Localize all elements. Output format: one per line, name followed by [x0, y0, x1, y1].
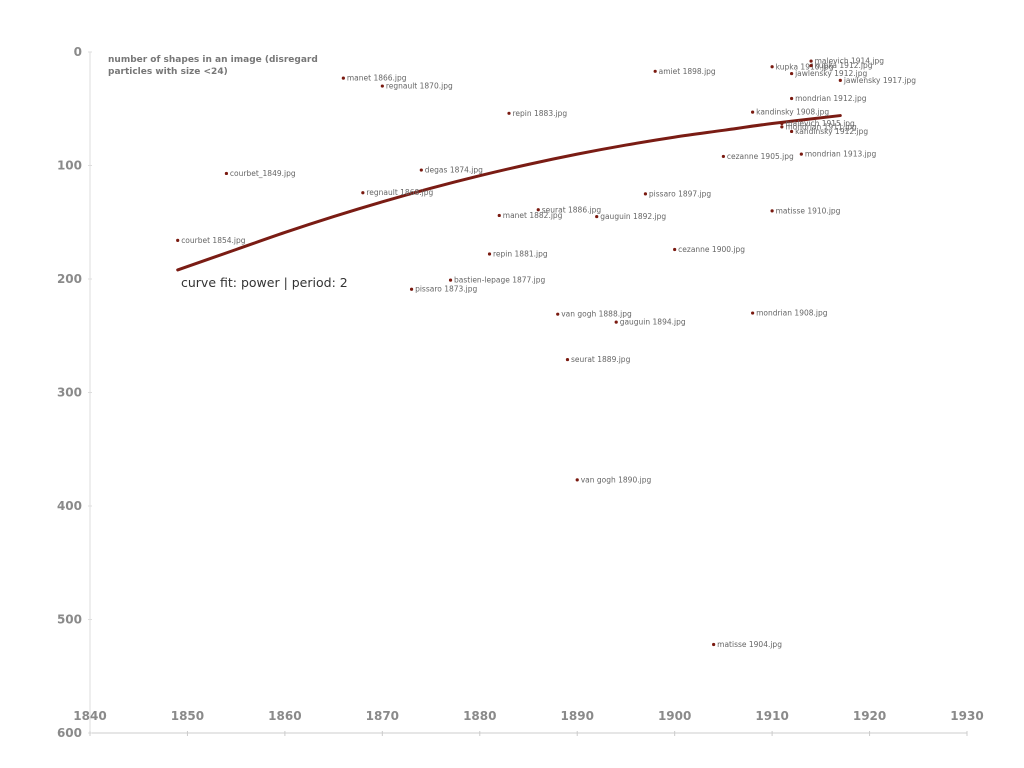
x-tick-label: 1910	[755, 709, 788, 723]
data-point-label: bastien-lepage 1877.jpg	[454, 276, 545, 285]
data-point	[556, 312, 560, 316]
y-axis-label-line-1: number of shapes in an image (disregard	[108, 55, 318, 65]
y-tick-label: 100	[57, 159, 82, 173]
data-point-label: mondrian 1908.jpg	[756, 309, 828, 318]
data-point-label: jawlensky 1912.jpg	[794, 69, 867, 78]
x-tick-label: 1920	[853, 709, 886, 723]
data-point	[712, 642, 716, 647]
data-point	[790, 71, 794, 76]
y-axis-label-line-2: particles with size <24)	[108, 67, 228, 77]
data-point	[799, 152, 803, 156]
data-point-label: repin 1881.jpg	[493, 250, 548, 259]
y-tick-label: 0	[74, 45, 82, 59]
data-point-label: matisse 1910.jpg	[776, 206, 841, 215]
data-point-label: seurat 1886.jpg	[542, 205, 602, 214]
data-point-label: pissaro 1897.jpg	[649, 189, 711, 198]
data-point-label: courbet_1849.jpg	[230, 169, 296, 178]
data-point-label: mondrian 1912.jpg	[795, 94, 867, 103]
data-point-label: manet 1866.jpg	[347, 74, 407, 83]
data-point	[653, 69, 657, 73]
y-tick-label: 600	[57, 726, 82, 740]
data-point-label: gauguin 1894.jpg	[620, 318, 686, 327]
y-tick-label: 300	[57, 386, 82, 400]
data-point	[643, 192, 648, 196]
data-point	[614, 320, 618, 324]
data-point-label: malevich 1915.jpg	[785, 119, 855, 128]
data-point-label: repin 1883.jpg	[513, 109, 568, 118]
x-tick-label: 1870	[366, 709, 399, 723]
data-point-label: kandinsky 1912.jpg	[795, 127, 868, 136]
data-point	[341, 76, 345, 80]
data-point	[565, 357, 570, 362]
data-point	[809, 64, 813, 68]
data-point	[809, 59, 813, 63]
data-point-label: cezanne 1905.jpg	[727, 152, 794, 161]
data-point-label: regnault 1870.jpg	[386, 82, 453, 91]
data-point-label: mondrian 1913.jpg	[805, 150, 877, 159]
data-point	[361, 191, 365, 195]
x-tick-labels: 1840 1850 1860 1870 1880 1890 1900 1910 1920 1930	[73, 709, 984, 736]
data-point-label: mondrian 1911.jpg	[785, 122, 857, 131]
y-tick-label: 200	[57, 272, 82, 286]
data-point	[770, 209, 774, 213]
x-tick-label: 1840	[73, 709, 106, 723]
data-point	[751, 311, 755, 315]
y-tick-labels: 0 100 200 300 400 500 600	[57, 45, 92, 740]
data-point-label: malevich 1914.jpg	[815, 57, 885, 66]
data-point-label: cezanne 1900.jpg	[678, 245, 745, 254]
data-point	[595, 214, 599, 219]
x-tick-label: 1860	[268, 709, 301, 723]
data-point	[673, 247, 677, 252]
y-tick-label: 400	[57, 499, 82, 513]
x-tick-label: 1880	[463, 709, 496, 723]
data-point	[838, 78, 842, 82]
data-point	[751, 110, 755, 114]
data-point-label: pissaro 1873.jpg	[415, 285, 477, 294]
data-point-label: matisse 1904.jpg	[717, 640, 782, 649]
data-point-label: jawlensky 1917.jpg	[843, 76, 916, 85]
data-point	[507, 111, 511, 115]
data-point	[409, 287, 414, 291]
data-point	[721, 154, 725, 159]
data-point	[176, 238, 180, 243]
data-point-label: van gogh 1888.jpg	[561, 310, 632, 319]
data-point-label: manet 1882.jpg	[503, 211, 563, 220]
x-tick-label: 1930	[950, 709, 983, 723]
data-point	[448, 278, 453, 282]
x-tick-label: 1850	[171, 709, 204, 723]
data-point-label: amiet 1898.jpg	[659, 67, 716, 76]
data-point	[780, 121, 784, 126]
data-point	[497, 213, 501, 218]
data-point-label: kupka 1912.jpg	[815, 61, 873, 70]
data-point-label: kandinsky 1908.jpg	[756, 108, 829, 117]
data-point	[419, 168, 423, 172]
data-point	[575, 478, 579, 482]
data-point	[780, 125, 784, 129]
x-tick-label: 1890	[561, 709, 594, 723]
trend-curve	[176, 114, 842, 272]
data-point	[790, 96, 794, 101]
data-point	[224, 171, 229, 176]
data-point-label: gauguin 1892.jpg	[600, 212, 666, 221]
data-point-label: regnault 1868.jpg	[366, 188, 433, 197]
x-tick-label: 1900	[658, 709, 691, 723]
data-point	[770, 65, 774, 69]
data-point-label: kupka 1910.jpg	[776, 62, 834, 71]
data-point	[380, 84, 384, 88]
data-point	[790, 129, 794, 134]
curve-fit-annotation: curve fit: power | period: 2	[181, 275, 348, 290]
data-point-label: degas 1874.jpg	[425, 166, 483, 175]
y-tick-label: 500	[57, 613, 82, 627]
data-point	[536, 208, 540, 212]
data-point-label: seurat 1889.jpg	[571, 355, 631, 364]
data-point-label: courbet 1854.jpg	[181, 236, 246, 245]
data-point	[487, 252, 492, 256]
data-point-label: van gogh 1890.jpg	[581, 475, 652, 484]
